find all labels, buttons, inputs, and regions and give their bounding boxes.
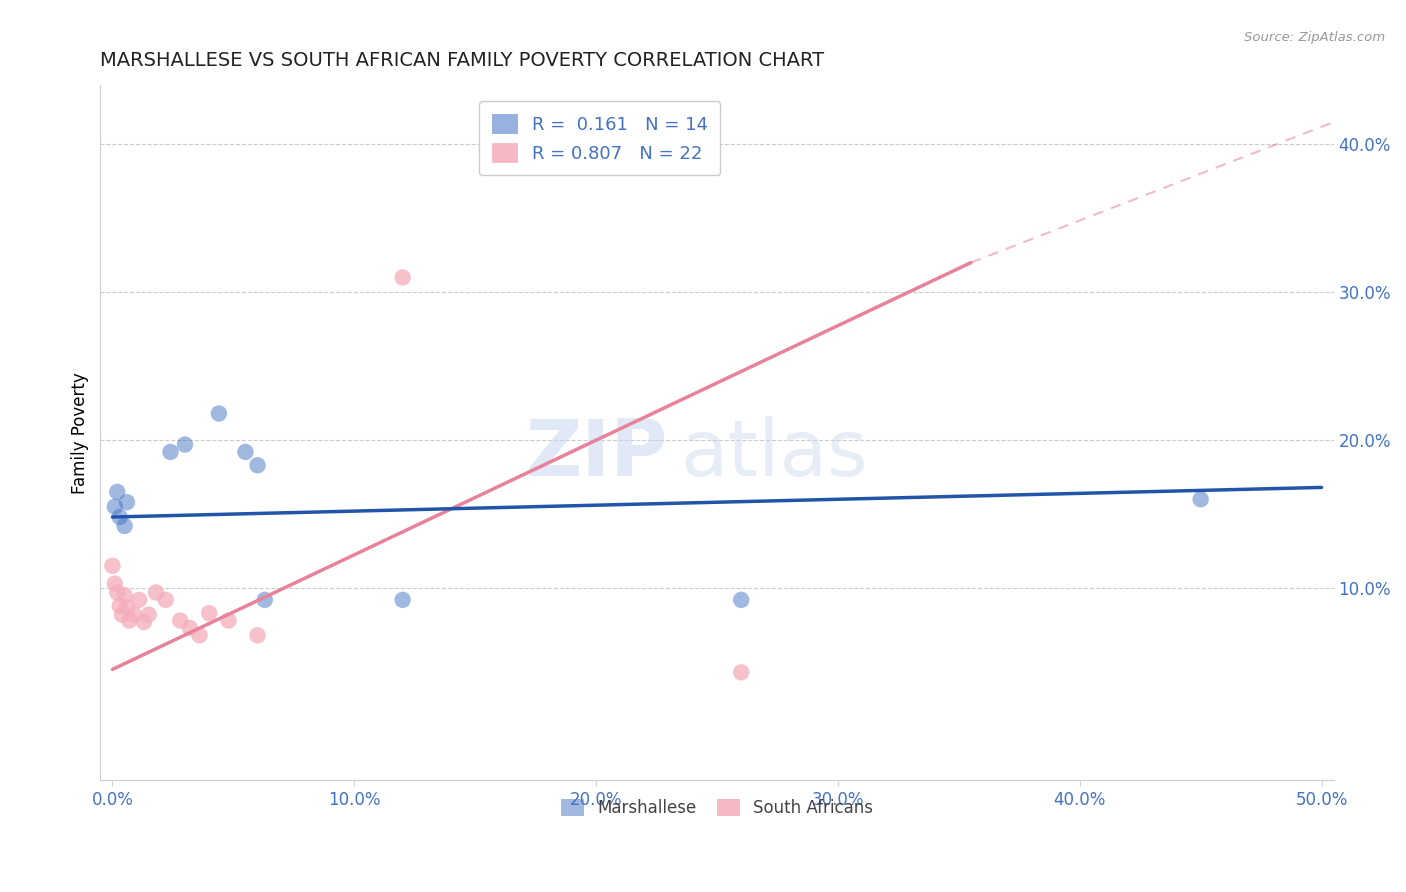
Point xyxy=(188,628,211,642)
Point xyxy=(105,585,128,599)
Point xyxy=(253,592,276,607)
Point xyxy=(218,614,240,628)
Point xyxy=(730,665,752,680)
Point xyxy=(101,558,124,573)
Point xyxy=(138,607,160,622)
Point xyxy=(111,607,134,622)
Text: atlas: atlas xyxy=(681,416,868,491)
Point xyxy=(104,500,127,514)
Point xyxy=(391,270,413,285)
Point xyxy=(235,445,257,459)
Point xyxy=(145,585,167,599)
Point xyxy=(246,458,269,473)
Text: MARSHALLESE VS SOUTH AFRICAN FAMILY POVERTY CORRELATION CHART: MARSHALLESE VS SOUTH AFRICAN FAMILY POVE… xyxy=(100,51,824,70)
Point xyxy=(114,589,136,603)
Point xyxy=(118,614,141,628)
Point xyxy=(246,628,269,642)
Point xyxy=(208,407,231,421)
Point xyxy=(730,592,752,607)
Point xyxy=(128,592,150,607)
Point xyxy=(122,607,145,622)
Y-axis label: Family Poverty: Family Poverty xyxy=(72,372,89,493)
Point xyxy=(179,621,201,635)
Point xyxy=(108,510,131,524)
Point xyxy=(159,445,181,459)
Point xyxy=(198,606,221,620)
Text: Source: ZipAtlas.com: Source: ZipAtlas.com xyxy=(1244,31,1385,45)
Point xyxy=(169,614,191,628)
Point xyxy=(391,592,413,607)
Point xyxy=(108,599,131,613)
Point xyxy=(174,437,197,451)
Point xyxy=(114,519,136,533)
Point xyxy=(1189,492,1212,507)
Point xyxy=(105,484,128,499)
Text: ZIP: ZIP xyxy=(526,416,668,491)
Point xyxy=(115,495,138,509)
Legend: Marshallese, South Africans: Marshallese, South Africans xyxy=(554,793,880,824)
Point xyxy=(132,615,155,629)
Point xyxy=(115,600,138,615)
Point xyxy=(155,592,177,607)
Point xyxy=(104,576,127,591)
